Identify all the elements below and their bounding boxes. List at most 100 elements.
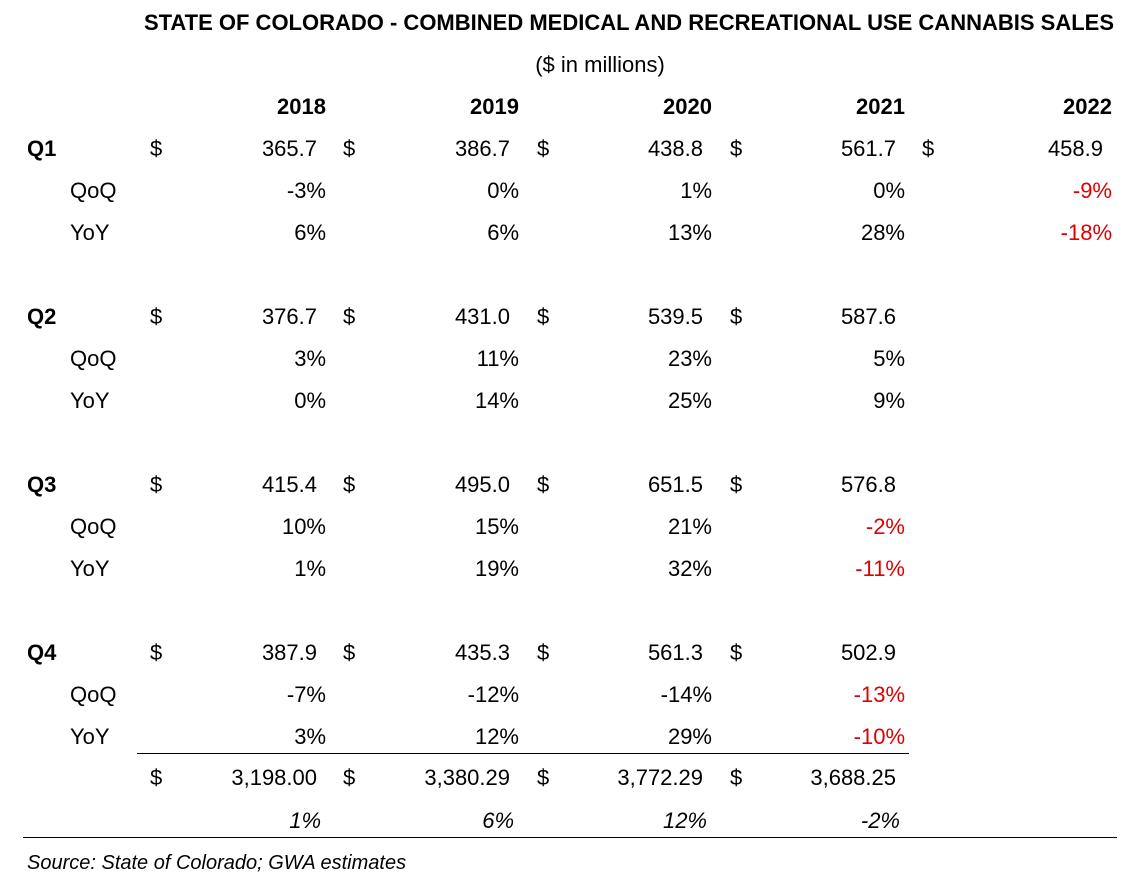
annual-total-2020: 3,772.29 <box>617 765 703 790</box>
dollar-sign: $ <box>150 304 163 329</box>
qoq-value-q1-2018: -3% <box>286 178 326 203</box>
annual-growth-2020: 12% <box>662 808 707 833</box>
dollar-sign: $ <box>730 304 743 329</box>
qoq-value-q3-2019: 15% <box>474 514 519 539</box>
year-header-2018: 2018 <box>277 94 326 119</box>
sales-value-q2-2020: 539.5 <box>647 304 703 329</box>
yoy-label: YoY <box>70 724 110 749</box>
yoy-value-q3-2019: 19% <box>474 556 519 581</box>
sales-value-q4-2019: 435.3 <box>454 640 510 665</box>
year-header-2021: 2021 <box>856 94 905 119</box>
qoq-value-q2-2021: 5% <box>873 346 905 371</box>
sales-value-q4-2018: 387.9 <box>261 640 317 665</box>
sales-value-q3-2021: 576.8 <box>840 472 896 497</box>
yoy-value-q1-2021: 28% <box>860 220 905 245</box>
yoy-value-q2-2021: 9% <box>873 388 905 413</box>
qoq-value-q1-2019: 0% <box>487 178 519 203</box>
qoq-value-q4-2018: -7% <box>286 682 326 707</box>
annual-total-2019: 3,380.29 <box>424 765 510 790</box>
dollar-sign: $ <box>537 304 550 329</box>
dollar-sign: $ <box>150 640 163 665</box>
dollar-sign: $ <box>730 472 743 497</box>
dollar-sign: $ <box>343 472 356 497</box>
dollar-sign: $ <box>537 640 550 665</box>
sales-value-q1-2018: 365.7 <box>261 136 317 161</box>
yoy-value-q1-2019: 6% <box>487 220 519 245</box>
qoq-value-q2-2020: 23% <box>667 346 712 371</box>
sales-value-q4-2021: 502.9 <box>840 640 896 665</box>
report-subtitle: ($ in millions) <box>535 52 665 77</box>
yoy-value-q2-2019: 14% <box>474 388 519 413</box>
qoq-value-q1-2022: -9% <box>1072 178 1112 203</box>
annual-growth-2018: 1% <box>289 808 321 833</box>
dollar-sign: $ <box>150 136 163 161</box>
sales-value-q1-2022: 458.9 <box>1047 136 1103 161</box>
yoy-value-q3-2021: -11% <box>855 556 905 581</box>
bottom-divider <box>23 837 1117 838</box>
yoy-value-q1-2018: 6% <box>294 220 326 245</box>
sales-value-q4-2020: 561.3 <box>647 640 703 665</box>
yoy-label: YoY <box>70 556 110 581</box>
sales-value-q1-2020: 438.8 <box>647 136 703 161</box>
sales-value-q3-2019: 495.0 <box>454 472 510 497</box>
totals-divider <box>137 753 909 754</box>
qoq-value-q2-2019: 11% <box>476 346 519 371</box>
qoq-label: QoQ <box>70 178 117 203</box>
quarter-label-q2: Q2 <box>27 304 57 329</box>
qoq-value-q1-2020: 1% <box>680 178 712 203</box>
annual-growth-2021: -2% <box>860 808 900 833</box>
dollar-sign: $ <box>730 765 743 790</box>
dollar-sign: $ <box>343 304 356 329</box>
yoy-value-q3-2020: 32% <box>667 556 712 581</box>
year-header-2020: 2020 <box>663 94 712 119</box>
qoq-value-q4-2019: -12% <box>467 682 519 707</box>
qoq-label: QoQ <box>70 682 117 707</box>
report-title: STATE OF COLORADO - COMBINED MEDICAL AND… <box>143 10 1114 35</box>
dollar-sign: $ <box>537 765 550 790</box>
yoy-value-q3-2018: 1% <box>294 556 326 581</box>
qoq-value-q4-2021: -13% <box>853 682 905 707</box>
qoq-label: QoQ <box>70 514 117 539</box>
quarter-label-q3: Q3 <box>27 472 57 497</box>
sales-value-q2-2021: 587.6 <box>840 304 896 329</box>
qoq-label: QoQ <box>70 346 117 371</box>
qoq-value-q4-2020: -14% <box>660 682 712 707</box>
yoy-value-q2-2020: 25% <box>667 388 712 413</box>
dollar-sign: $ <box>150 472 163 497</box>
qoq-value-q2-2018: 3% <box>294 346 326 371</box>
annual-growth-2019: 6% <box>482 808 514 833</box>
sales-value-q3-2020: 651.5 <box>647 472 703 497</box>
qoq-value-q3-2021: -2% <box>865 514 905 539</box>
annual-total-2018: 3,198.00 <box>231 765 317 790</box>
dollar-sign: $ <box>730 136 743 161</box>
yoy-value-q1-2020: 13% <box>667 220 712 245</box>
yoy-label: YoY <box>70 220 110 245</box>
annual-total-2021: 3,688.25 <box>810 765 896 790</box>
dollar-sign: $ <box>922 136 935 161</box>
qoq-value-q3-2018: 10% <box>281 514 326 539</box>
qoq-value-q3-2020: 21% <box>667 514 712 539</box>
yoy-value-q1-2022: -18% <box>1060 220 1112 245</box>
dollar-sign: $ <box>150 765 163 790</box>
yoy-value-q2-2018: 0% <box>294 388 326 413</box>
dollar-sign: $ <box>730 640 743 665</box>
sales-value-q1-2019: 386.7 <box>454 136 510 161</box>
dollar-sign: $ <box>537 136 550 161</box>
dollar-sign: $ <box>343 765 356 790</box>
qoq-value-q1-2021: 0% <box>873 178 905 203</box>
year-header-2019: 2019 <box>470 94 519 119</box>
yoy-value-q4-2020: 29% <box>667 724 712 749</box>
dollar-sign: $ <box>537 472 550 497</box>
sales-value-q1-2021: 561.7 <box>840 136 896 161</box>
quarter-label-q1: Q1 <box>27 136 57 161</box>
source-note: Source: State of Colorado; GWA estimates <box>27 852 407 874</box>
dollar-sign: $ <box>343 640 356 665</box>
year-header-2022: 2022 <box>1063 94 1112 119</box>
sales-value-q2-2019: 431.0 <box>454 304 510 329</box>
yoy-value-q4-2019: 12% <box>474 724 519 749</box>
quarter-label-q4: Q4 <box>27 640 57 665</box>
sales-value-q3-2018: 415.4 <box>261 472 317 497</box>
dollar-sign: $ <box>343 136 356 161</box>
yoy-value-q4-2021: -10% <box>853 724 905 749</box>
yoy-label: YoY <box>70 388 110 413</box>
